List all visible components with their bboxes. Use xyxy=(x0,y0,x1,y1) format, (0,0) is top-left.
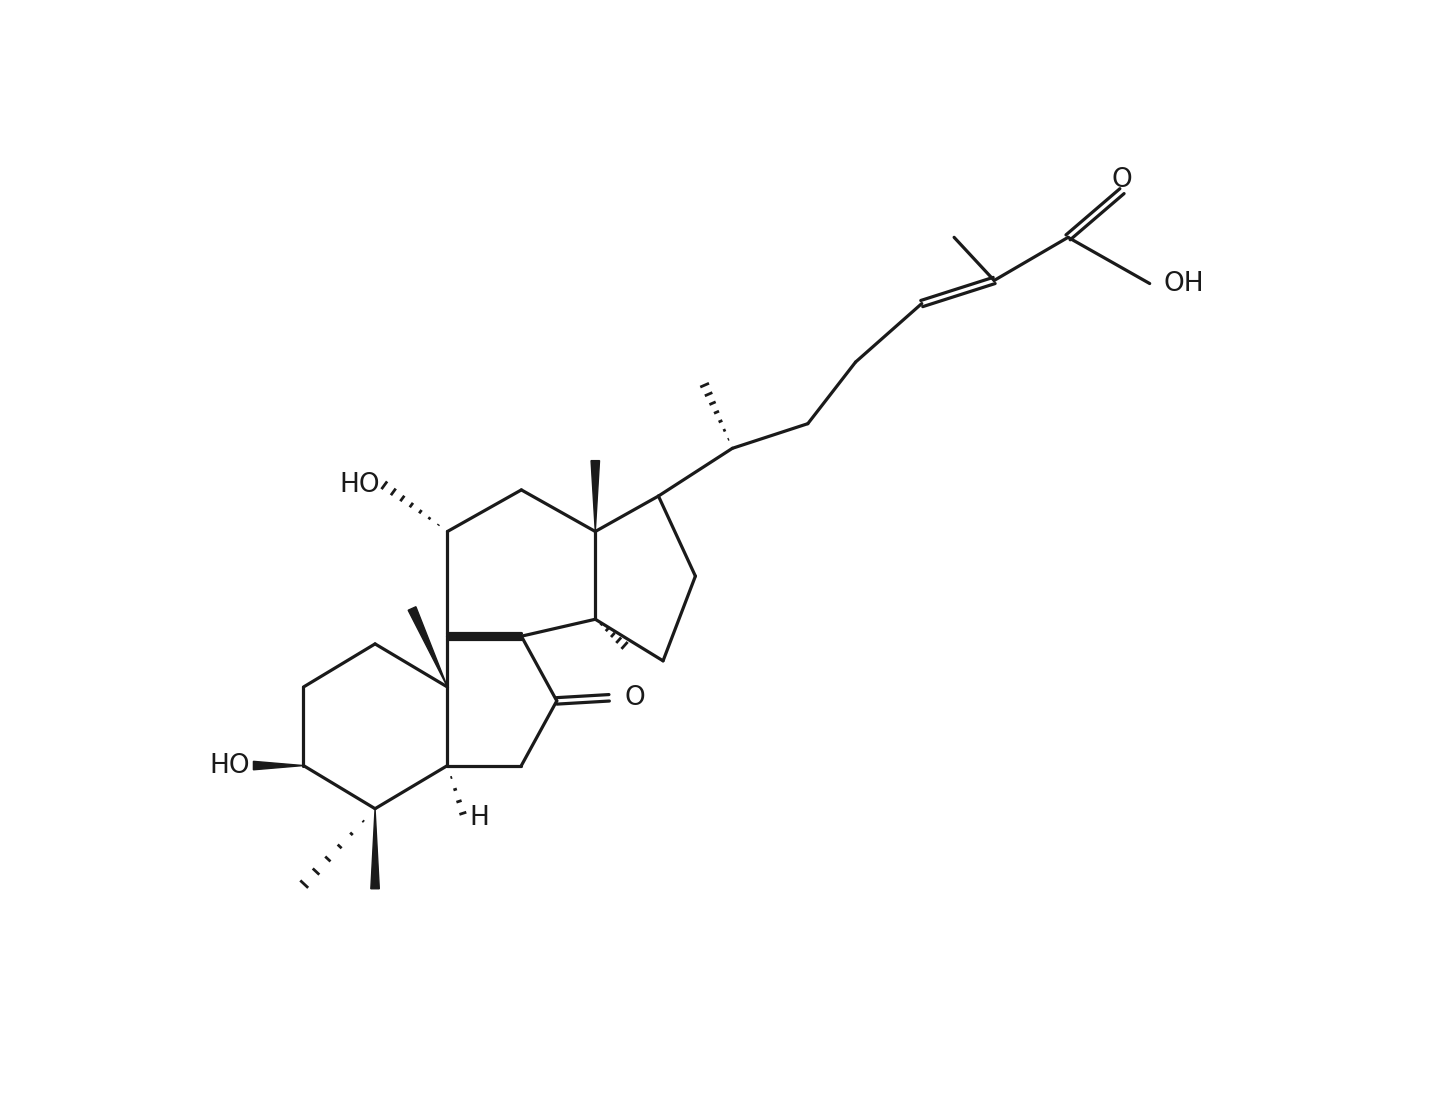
Text: HO: HO xyxy=(339,472,380,499)
Polygon shape xyxy=(253,761,303,770)
Text: O: O xyxy=(1112,168,1132,193)
Text: HO: HO xyxy=(209,752,250,778)
Polygon shape xyxy=(371,808,380,889)
Text: O: O xyxy=(625,685,645,711)
Polygon shape xyxy=(409,607,448,688)
Text: OH: OH xyxy=(1164,271,1204,296)
Text: H: H xyxy=(469,805,490,831)
Polygon shape xyxy=(591,461,599,531)
